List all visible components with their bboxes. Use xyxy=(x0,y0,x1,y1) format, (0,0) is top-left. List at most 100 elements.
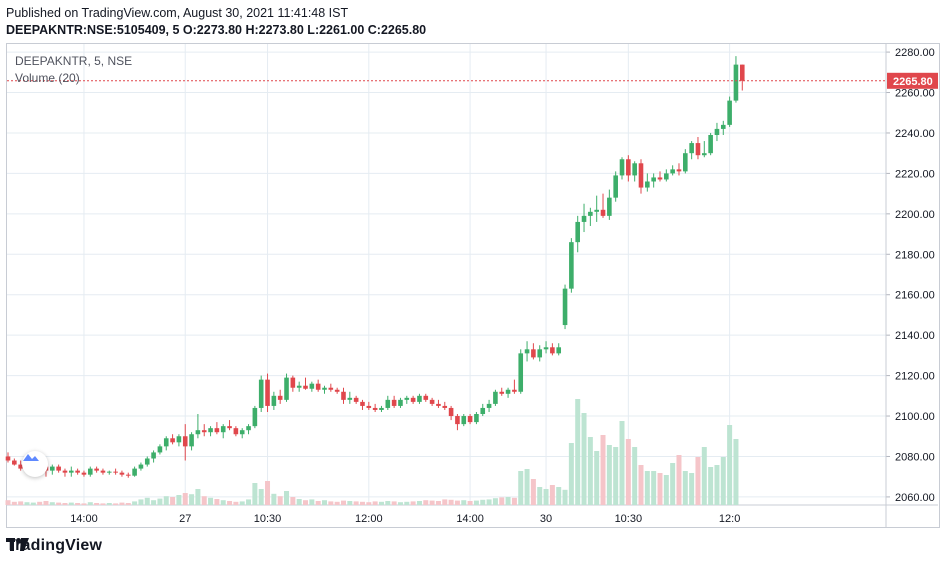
volume-bar xyxy=(530,479,536,505)
candle-body xyxy=(429,399,435,404)
volume-bar xyxy=(429,500,435,505)
candle-body xyxy=(170,438,175,443)
candle-body xyxy=(258,379,264,408)
volume-bar xyxy=(720,457,726,505)
volume-bar xyxy=(442,499,448,505)
volume-bar xyxy=(708,467,714,505)
candle-body xyxy=(12,460,17,465)
x-tick-label: 30 xyxy=(540,513,552,525)
volume-bar xyxy=(132,501,138,505)
volume-bar xyxy=(87,502,93,505)
volume-bar xyxy=(613,447,619,505)
candle-body xyxy=(347,397,353,400)
last-price-badge xyxy=(887,72,938,89)
candle-body xyxy=(125,474,131,476)
volume-bar xyxy=(138,499,144,505)
candle-body xyxy=(360,401,365,406)
volume-bar xyxy=(290,497,296,505)
volume-bar xyxy=(505,497,511,505)
volume-bar xyxy=(606,445,612,505)
candle-body xyxy=(505,389,511,394)
x-tick-label: 12:0 xyxy=(719,513,740,525)
volume-bar xyxy=(682,471,688,505)
candle-body xyxy=(69,470,74,473)
volume-bar xyxy=(195,489,201,505)
candle-body xyxy=(702,153,707,156)
candle-body xyxy=(683,153,688,172)
volume-bar xyxy=(581,413,587,505)
volume-bar xyxy=(271,493,277,505)
volume-bar xyxy=(334,501,340,505)
candle-body xyxy=(385,399,391,408)
candle-body xyxy=(138,464,144,469)
candle-body xyxy=(189,434,194,447)
volume-bar xyxy=(11,501,17,505)
volume-bar xyxy=(435,501,441,505)
candle-body xyxy=(176,436,182,443)
volume-bar xyxy=(353,501,359,505)
candle-body xyxy=(372,407,378,410)
candle-body xyxy=(81,472,87,475)
volume-bar xyxy=(284,491,290,505)
candle-body xyxy=(75,470,80,473)
candle-body xyxy=(638,163,644,188)
volume-bar xyxy=(163,496,169,505)
chart-widget-icon[interactable] xyxy=(22,451,48,477)
candle-body xyxy=(442,405,448,408)
volume-bar xyxy=(638,465,644,505)
y-tick-label: 2060.00 xyxy=(895,492,935,504)
chart-frame xyxy=(6,43,940,528)
candle-body xyxy=(708,134,713,154)
candle-body xyxy=(645,181,650,188)
candle-body xyxy=(613,175,618,198)
candle-body xyxy=(670,169,675,174)
candle-body xyxy=(486,403,492,408)
candle-body xyxy=(94,468,99,471)
volume-bar xyxy=(227,501,233,505)
volume-bar xyxy=(176,495,182,505)
x-tick-label: 12:00 xyxy=(355,513,383,525)
candle-body xyxy=(543,347,549,350)
volume-bar xyxy=(372,501,378,505)
candle-body xyxy=(657,177,663,180)
candle-body xyxy=(537,349,543,358)
volume-bar xyxy=(220,500,226,505)
candle-body xyxy=(353,397,359,402)
volume-bar xyxy=(322,500,327,505)
candle-body xyxy=(562,288,568,326)
last-price-label: 2265.80 xyxy=(893,76,933,88)
volume-bar xyxy=(309,499,315,505)
volume-bar xyxy=(537,487,543,505)
candle-body xyxy=(556,347,562,354)
volume-bar xyxy=(461,500,467,505)
candle-body xyxy=(600,209,606,216)
candle-body xyxy=(461,416,467,425)
candle-body xyxy=(328,387,334,390)
volume-bar xyxy=(303,500,309,505)
volume-bar xyxy=(113,503,119,505)
volume-bar xyxy=(524,469,530,505)
y-tick-label: 2280.00 xyxy=(895,47,935,59)
tradingview-logo-icon xyxy=(6,538,29,551)
candle-body xyxy=(575,221,580,243)
volume-bar xyxy=(467,501,473,505)
candle-body xyxy=(714,128,720,135)
chart-legend: DEEPAKNTR, 5, NSE Volume (20) xyxy=(15,53,132,87)
volume-bar xyxy=(62,503,68,505)
candle-body xyxy=(239,430,245,435)
tradingview-logo: TradingView xyxy=(6,537,102,555)
y-tick-label: 2100.00 xyxy=(895,411,935,423)
volume-bar xyxy=(663,475,669,505)
candle-body xyxy=(524,349,530,354)
volume-bar xyxy=(201,496,207,505)
y-tick-label: 2120.00 xyxy=(895,371,935,383)
volume-bar xyxy=(714,465,720,505)
volume-bar xyxy=(24,502,30,505)
candle-body xyxy=(163,438,169,447)
volume-bar xyxy=(81,503,87,505)
candle-body xyxy=(448,407,454,417)
candle-body xyxy=(689,143,694,154)
y-tick-label: 2220.00 xyxy=(895,168,935,180)
y-tick-label: 2200.00 xyxy=(895,209,935,221)
